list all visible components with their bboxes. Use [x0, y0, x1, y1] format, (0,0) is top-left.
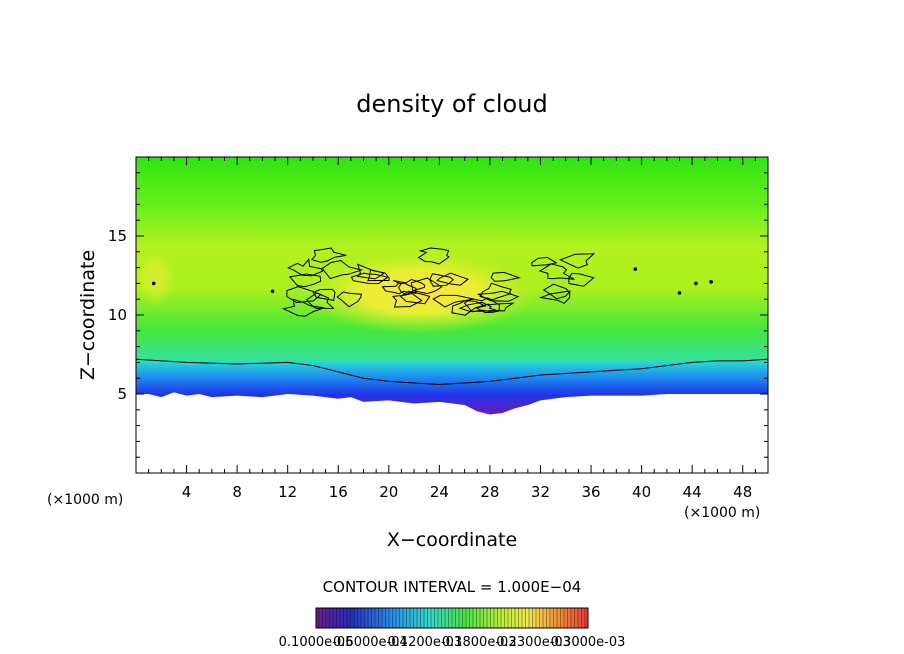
- colorbar-label: 0.2300e-03: [496, 635, 571, 650]
- contour-loop: [432, 294, 474, 308]
- colorbar-label: 0.6000e-04: [333, 635, 408, 650]
- contour-loop: [312, 288, 336, 301]
- contour-loop: [350, 272, 389, 285]
- contour-loop: [479, 282, 512, 301]
- y-tick-label: 5: [117, 385, 127, 403]
- colorbar-label: 0.1800e-03: [442, 635, 517, 650]
- contour-loop: [367, 269, 390, 282]
- clear-air-below-cloud: [136, 392, 768, 473]
- x-unit-left: (×1000 m): [47, 492, 123, 508]
- contour-loop: [281, 298, 325, 317]
- contour-dot: [633, 267, 638, 271]
- contour-dot: [151, 281, 156, 286]
- contour-loop: [381, 282, 417, 295]
- contour-loop: [391, 292, 423, 308]
- x-tick-label: 20: [379, 483, 398, 501]
- plot-area: [136, 157, 768, 473]
- contour-loop: [286, 286, 322, 304]
- contour-loop: [305, 292, 335, 309]
- dense-core-left: [136, 248, 177, 308]
- colorbar-labels: 0.1000e-050.6000e-040.1200e-030.1800e-03…: [279, 635, 626, 650]
- x-tick-label: 28: [480, 483, 499, 501]
- contour-loop: [458, 301, 497, 312]
- contour-loop: [531, 256, 558, 267]
- contour-loop: [538, 263, 575, 280]
- x-axis-ticks: 4 8 12 16 20 24 28 32 36 40 44 48: [135, 157, 769, 501]
- colorbar-label: 0.1000e-05: [279, 635, 354, 650]
- y-axis-label: Z−coordinate: [77, 250, 99, 380]
- contour-loop: [336, 291, 362, 308]
- colorbar-label: 0.3000e-03: [551, 635, 626, 650]
- x-tick-label: 44: [683, 483, 702, 501]
- colorbar: [315, 607, 589, 629]
- contour-loop: [559, 253, 596, 269]
- contour-loop: [474, 302, 515, 314]
- x-axis-label: X−coordinate: [387, 529, 517, 551]
- contour-loop: [288, 273, 322, 288]
- x-tick-label: 36: [581, 483, 600, 501]
- x-tick-label: 40: [632, 483, 651, 501]
- colorbar-stripes: [318, 608, 586, 628]
- contour-loop: [436, 272, 470, 286]
- x-unit-right: (×1000 m): [684, 505, 760, 521]
- y-tick-label: 15: [108, 227, 127, 245]
- y-tick-label: 10: [108, 306, 127, 324]
- contour-lines-core: [151, 247, 713, 317]
- x-tick-label: 16: [329, 483, 348, 501]
- contour-loop: [287, 258, 324, 277]
- contour-loop: [542, 283, 570, 300]
- x-tick-label: 8: [232, 483, 242, 501]
- contour-loop: [321, 259, 364, 280]
- contour-interval-label: CONTOUR INTERVAL = 1.000E−04: [323, 578, 582, 596]
- contour-loop: [538, 290, 571, 304]
- y-axis-ticks: 5 10 15: [108, 156, 768, 474]
- chart-title: density of cloud: [356, 90, 547, 118]
- contour-dot: [677, 291, 682, 295]
- x-tick-label: 4: [182, 483, 192, 501]
- colorbar-label: 0.1200e-03: [387, 635, 462, 650]
- contour-loop: [311, 247, 347, 263]
- x-tick-label: 48: [733, 483, 752, 501]
- contour-loop: [399, 290, 431, 305]
- contour-dot: [694, 281, 698, 286]
- contour-loop: [451, 300, 487, 316]
- contour-dot: [270, 289, 275, 294]
- contour-loop: [490, 271, 522, 282]
- contour-loop: [568, 272, 595, 287]
- contour-loop: [417, 247, 450, 265]
- x-tick-label: 12: [278, 483, 297, 501]
- x-tick-label: 24: [430, 483, 449, 501]
- contour-loop: [476, 290, 520, 302]
- contour-line-low: [136, 358, 768, 386]
- x-tick-label: 32: [531, 483, 550, 501]
- contour-dot: [709, 280, 713, 284]
